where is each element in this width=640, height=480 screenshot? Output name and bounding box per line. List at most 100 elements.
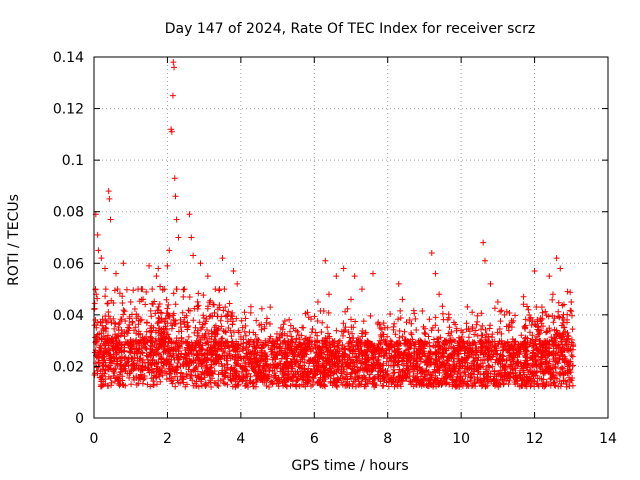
data-point [256, 322, 263, 329]
data-point [568, 298, 575, 305]
x-tick-label: 6 [310, 431, 319, 447]
data-points [91, 59, 577, 391]
data-point [164, 262, 171, 269]
data-point [370, 270, 377, 277]
chart-title: Day 147 of 2024, Rate Of TEC Index for r… [165, 21, 535, 37]
data-point [274, 337, 281, 344]
data-point [487, 280, 494, 287]
x-tick-label: 0 [90, 431, 99, 447]
data-point [428, 249, 435, 256]
data-point [105, 188, 112, 195]
data-point [186, 211, 193, 218]
x-tick-label: 10 [452, 431, 470, 447]
data-point [406, 317, 413, 324]
x-tick-label: 14 [599, 431, 617, 447]
data-point [557, 265, 564, 272]
data-point [469, 309, 476, 316]
y-tick-label: 0.14 [53, 50, 84, 66]
data-point [560, 301, 567, 308]
data-point [494, 298, 501, 305]
data-point [120, 260, 127, 267]
data-point [432, 270, 439, 277]
data-point [314, 298, 321, 305]
data-point-cloud [91, 286, 577, 391]
data-point [553, 255, 560, 262]
data-point [168, 128, 175, 135]
y-tick-label: 0.02 [53, 359, 84, 375]
data-point [482, 257, 489, 264]
data-point [106, 195, 113, 202]
x-tick-label: 12 [526, 431, 544, 447]
x-tick-label: 8 [383, 431, 392, 447]
data-point [447, 337, 454, 344]
data-point [436, 291, 443, 298]
data-point [300, 324, 307, 331]
y-tick-label: 0.06 [53, 256, 84, 272]
data-point [230, 268, 237, 275]
data-point [241, 309, 248, 316]
dense-roti-points [91, 286, 577, 391]
data-point [94, 231, 101, 238]
data-point [351, 273, 358, 280]
x-tick-label: 2 [163, 431, 172, 447]
data-point [538, 304, 545, 311]
data-point [234, 280, 241, 287]
x-axis-label: GPS time / hours [291, 458, 408, 474]
data-point [325, 291, 332, 298]
data-point [399, 296, 406, 303]
data-point [219, 255, 226, 262]
data-point [520, 293, 527, 300]
data-point [170, 59, 177, 66]
data-point [267, 304, 274, 311]
y-tick-label: 0.1 [62, 153, 84, 169]
data-point [505, 327, 512, 334]
data-point [146, 262, 153, 269]
x-tick-label: 4 [236, 431, 245, 447]
data-point [127, 298, 134, 305]
data-point [173, 216, 180, 223]
data-point [204, 273, 211, 280]
y-tick-label: 0.04 [53, 308, 84, 324]
data-point [107, 216, 114, 223]
data-point [333, 273, 340, 280]
data-point [531, 268, 538, 275]
data-point [340, 265, 347, 272]
data-point [359, 286, 366, 293]
data-point [348, 296, 354, 303]
data-point [190, 252, 197, 259]
data-point [95, 247, 102, 254]
y-tick-label: 0.12 [53, 102, 84, 118]
data-point [157, 283, 164, 290]
data-point [153, 273, 160, 280]
data-point [395, 280, 402, 287]
plot-frame [93, 56, 609, 419]
data-point [172, 193, 179, 200]
data-point [113, 270, 120, 277]
data-point [564, 288, 571, 295]
data-point [98, 255, 105, 262]
axis-ticks: 0 2 4 6 8 10 12 14 0 0.02 0.04 0.06 0.08 0.1 0.12 0.14 [53, 50, 617, 447]
data-point [188, 234, 195, 241]
data-point [421, 329, 428, 336]
data-point [197, 260, 204, 267]
data-point [171, 175, 178, 182]
data-point [384, 324, 391, 331]
data-point [171, 64, 178, 71]
y-axis-label: ROTI / TECUs [6, 194, 22, 286]
data-point [102, 265, 109, 272]
data-point [458, 327, 465, 334]
data-point [285, 342, 292, 349]
data-point [168, 126, 175, 133]
data-point [546, 273, 553, 280]
data-point [166, 247, 173, 254]
data-point [175, 234, 182, 241]
y-tick-label: 0.08 [53, 205, 84, 221]
data-point [135, 286, 142, 293]
data-point [322, 257, 329, 264]
y-tick-label: 0 [75, 411, 84, 427]
data-point [169, 92, 176, 99]
data-point [155, 265, 162, 272]
data-point [480, 239, 487, 246]
data-point [549, 291, 556, 298]
